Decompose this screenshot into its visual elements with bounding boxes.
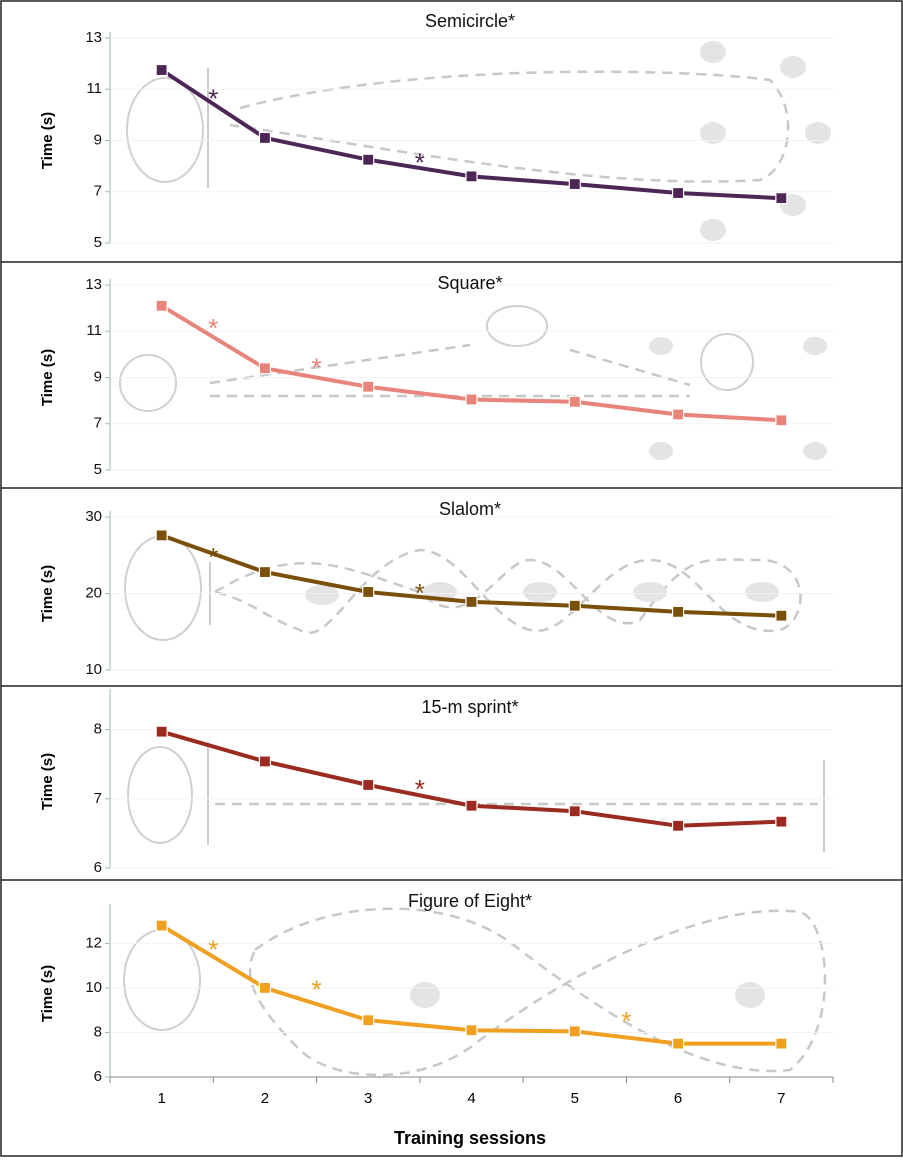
- data-point: [363, 586, 374, 597]
- y-tick-label: 6: [94, 859, 102, 876]
- y-tick-label: 12: [85, 934, 102, 951]
- y-tick-label: 8: [94, 721, 102, 738]
- cone: [700, 41, 726, 63]
- data-point: [363, 381, 374, 392]
- data-point: [466, 800, 477, 811]
- y-tick-label: 5: [94, 234, 102, 251]
- y-tick-label: 10: [85, 979, 102, 996]
- y-tick-label: 9: [94, 131, 102, 148]
- significance-marker: *: [415, 774, 425, 804]
- significance-marker: *: [208, 313, 218, 343]
- cone: [803, 337, 827, 355]
- data-point: [259, 132, 270, 143]
- y-tick-label: 30: [85, 508, 102, 525]
- y-tick-label: 13: [85, 276, 102, 293]
- cone: [649, 442, 673, 460]
- x-tick-label: 3: [364, 1090, 372, 1107]
- y-tick-label: 9: [94, 368, 102, 385]
- data-point: [156, 530, 167, 541]
- cone: [803, 442, 827, 460]
- data-point: [569, 1026, 580, 1037]
- panel-title: Figure of Eight*: [408, 891, 532, 911]
- x-tick-label: 7: [777, 1090, 785, 1107]
- cone: [523, 582, 557, 602]
- y-axis-label: Time (s): [39, 112, 56, 169]
- data-point: [673, 820, 684, 831]
- data-point: [673, 606, 684, 617]
- data-point: [259, 982, 270, 993]
- y-tick-label: 11: [86, 322, 102, 339]
- y-axis-label: Time (s): [39, 753, 56, 810]
- data-point: [673, 1038, 684, 1049]
- significance-marker: *: [208, 935, 218, 965]
- x-tick-label: 2: [261, 1090, 269, 1107]
- data-point: [259, 567, 270, 578]
- y-tick-label: 13: [85, 29, 102, 46]
- data-point: [156, 920, 167, 931]
- data-point: [156, 65, 167, 76]
- data-point: [466, 394, 477, 405]
- significance-marker: *: [208, 542, 218, 572]
- cone: [305, 585, 339, 605]
- y-tick-label: 6: [94, 1068, 102, 1085]
- y-axis-label: Time (s): [39, 965, 56, 1022]
- data-point: [156, 300, 167, 311]
- data-point: [466, 596, 477, 607]
- data-point: [363, 154, 374, 165]
- cone: [410, 982, 440, 1008]
- cone: [649, 337, 673, 355]
- y-axis-label: Time (s): [39, 349, 56, 406]
- cone: [780, 56, 806, 78]
- data-point: [259, 756, 270, 767]
- y-tick-label: 7: [94, 790, 102, 807]
- data-point: [569, 600, 580, 611]
- panel-title: Slalom*: [439, 499, 501, 519]
- y-tick-label: 10: [85, 661, 102, 678]
- x-axis-label: Training sessions: [394, 1128, 546, 1148]
- y-tick-label: 5: [94, 461, 102, 478]
- y-tick-label: 20: [85, 584, 102, 601]
- significance-marker: *: [621, 1006, 631, 1036]
- y-tick-label: 8: [94, 1023, 102, 1040]
- data-point: [776, 610, 787, 621]
- data-point: [569, 806, 580, 817]
- data-point: [259, 363, 270, 374]
- panel-title: 15-m sprint*: [421, 697, 518, 717]
- x-tick-label: 5: [571, 1090, 579, 1107]
- cone: [735, 982, 765, 1008]
- panel-title: Semicircle*: [425, 11, 515, 31]
- data-point: [776, 415, 787, 426]
- data-point: [363, 779, 374, 790]
- data-point: [363, 1015, 374, 1026]
- y-tick-label: 7: [94, 415, 102, 432]
- cone: [700, 219, 726, 241]
- data-point: [776, 816, 787, 827]
- significance-marker: *: [208, 83, 218, 113]
- x-tick-label: 6: [674, 1090, 682, 1107]
- data-point: [569, 179, 580, 190]
- data-point: [673, 409, 684, 420]
- data-point: [466, 171, 477, 182]
- y-tick-label: 11: [86, 80, 102, 97]
- data-point: [673, 188, 684, 199]
- significance-marker: *: [312, 353, 322, 383]
- data-point: [776, 193, 787, 204]
- cone: [633, 582, 667, 602]
- data-point: [156, 726, 167, 737]
- data-point: [776, 1038, 787, 1049]
- chart: 5791113Time (s)Semicircle***5791113Time …: [0, 0, 903, 1157]
- significance-marker: *: [415, 578, 425, 608]
- panel-title: Square*: [437, 273, 502, 293]
- data-point: [466, 1025, 477, 1036]
- x-tick-label: 1: [157, 1090, 165, 1107]
- cone: [745, 582, 779, 602]
- y-tick-label: 7: [94, 183, 102, 200]
- data-point: [569, 396, 580, 407]
- significance-marker: *: [415, 147, 425, 177]
- x-tick-label: 4: [467, 1090, 475, 1107]
- y-axis-label: Time (s): [39, 565, 56, 622]
- significance-marker: *: [312, 975, 322, 1005]
